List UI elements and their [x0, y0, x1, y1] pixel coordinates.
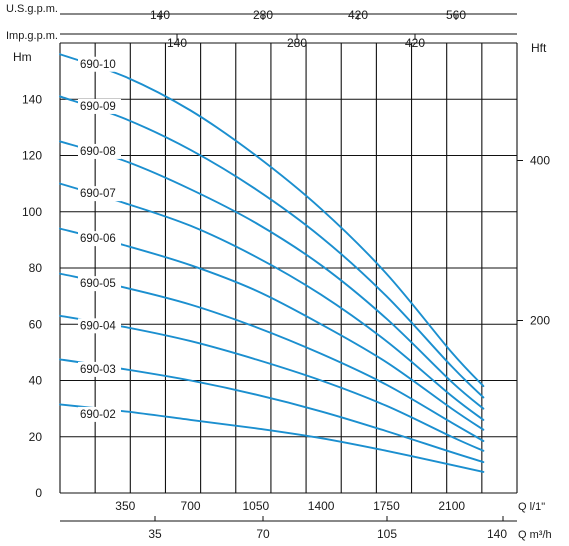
x-main-tick-label: 1050 — [243, 499, 270, 513]
series-line-690-09 — [59, 95, 485, 399]
curves — [59, 53, 485, 473]
series-line-690-03 — [59, 358, 485, 464]
x-main-tick-label: 2100 — [438, 499, 465, 513]
x-usgpm-tick-label: 560 — [446, 8, 466, 22]
series-line-690-06 — [59, 227, 485, 431]
x-impgpm-tick-label: 420 — [405, 36, 425, 50]
series-label-bg — [78, 186, 121, 202]
series-line-690-10 — [59, 53, 485, 388]
y-left-tick-label: 20 — [29, 430, 43, 444]
series-label-690-05: 690-05 — [80, 278, 116, 290]
axes — [60, 13, 523, 522]
series-label-690-07: 690-07 — [80, 188, 116, 200]
series-label-bg — [78, 231, 121, 247]
x-m3h-tick-label: 35 — [148, 527, 162, 541]
series-line-690-02 — [59, 403, 485, 473]
x-usgpm-tick-label: 280 — [253, 8, 273, 22]
x-usgpm-unit-label: U.S.g.p.m. — [6, 3, 58, 15]
y-left-tick-label: 120 — [22, 149, 42, 163]
x-main-tick-label: 1400 — [308, 499, 335, 513]
x-m3h-tick-label: 70 — [256, 527, 270, 541]
series-label-690-02: 690-02 — [80, 409, 116, 421]
x-m3h-tick-label: 105 — [377, 527, 397, 541]
grid — [59, 42, 518, 494]
x-impgpm-unit-label: Imp.g.p.m. — [6, 30, 58, 42]
y-left-unit-label: Hm — [13, 50, 32, 64]
y-left-tick-label: 80 — [29, 261, 43, 275]
series-label-690-06: 690-06 — [80, 233, 116, 245]
y-left-tick-label: 40 — [29, 374, 43, 388]
x-main-tick-label: 1750 — [373, 499, 400, 513]
x-impgpm-tick-label: 280 — [287, 36, 307, 50]
series-label-bg — [78, 143, 121, 159]
series-label-bg — [78, 406, 121, 422]
y-right-tick-label: 400 — [530, 154, 550, 168]
x-impgpm-tick-label: 140 — [167, 36, 187, 50]
y-left-tick-label: 140 — [22, 92, 42, 106]
x-m3h-unit-label: Q m³/h — [518, 529, 552, 541]
series-label-bg — [78, 98, 121, 114]
series-label-690-03: 690-03 — [80, 364, 116, 376]
x-usgpm-tick-label: 140 — [150, 8, 170, 22]
series-label-bg — [78, 361, 121, 377]
x-usgpm-tick-label: 420 — [348, 8, 368, 22]
x-main-unit-label: Q l/1" — [518, 501, 545, 513]
axis-labels: 0 20 40 60 80 100 120 140 Hm 200 400 Hft 350 700 1050 1… — [6, 3, 552, 541]
series-line-690-04 — [59, 314, 485, 452]
series-label-690-09: 690-09 — [80, 101, 116, 113]
series-label-690-08: 690-08 — [80, 146, 116, 158]
y-left-tick-label: 100 — [22, 205, 42, 219]
series-line-690-05 — [59, 272, 485, 442]
x-main-tick-label: 350 — [115, 499, 135, 513]
series-line-690-07 — [59, 182, 485, 421]
x-m3h-tick-label: 140 — [487, 527, 507, 541]
x-main-tick-label: 700 — [181, 499, 201, 513]
series-label-bg — [78, 276, 121, 292]
y-left-tick-label: 0 — [35, 486, 42, 500]
y-right-unit-label: Hft — [531, 41, 547, 55]
series-label-bg — [78, 318, 121, 334]
series-label-690-04: 690-04 — [80, 320, 116, 332]
series-label-bg — [78, 56, 121, 72]
series-line-690-08 — [59, 140, 485, 410]
y-right-tick-label: 200 — [530, 314, 550, 328]
y-left-tick-label: 60 — [29, 317, 43, 331]
series-label-690-10: 690-10 — [80, 59, 116, 71]
